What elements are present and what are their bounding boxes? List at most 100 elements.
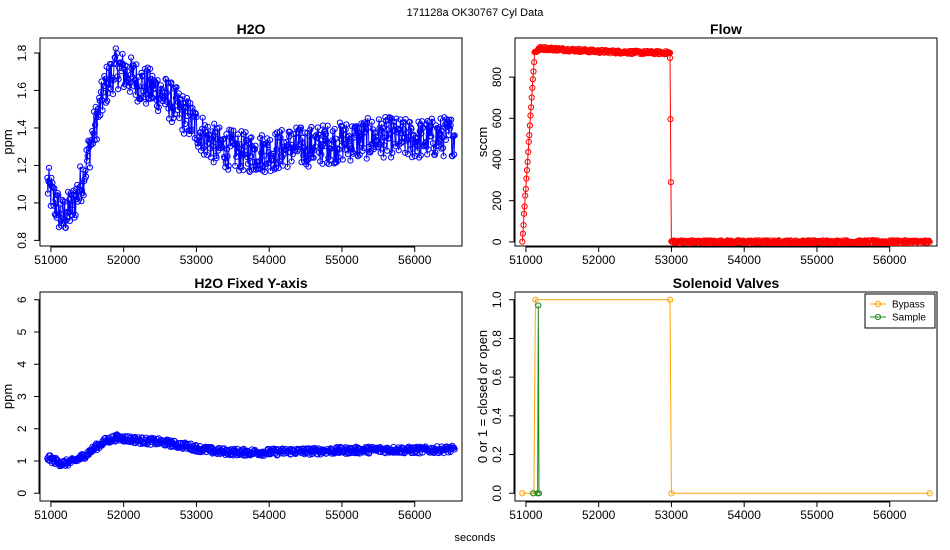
- data-point: [213, 154, 220, 162]
- data-point: [327, 156, 334, 163]
- data-point: [171, 438, 178, 445]
- data-point: [170, 114, 177, 122]
- y-tick-label: 0.0: [490, 485, 504, 502]
- data-point: [413, 138, 420, 145]
- data-point: [204, 123, 211, 130]
- data-point: [346, 135, 353, 142]
- data-point: [384, 147, 391, 154]
- data-point: [135, 83, 142, 90]
- data-point: [418, 118, 426, 125]
- data-point: [926, 490, 933, 497]
- chart-title: Solenoid Valves: [673, 275, 780, 291]
- data-point: [260, 141, 267, 148]
- data-point: [525, 138, 532, 145]
- data-point: [300, 144, 307, 152]
- data-point: [70, 191, 78, 199]
- data-point: [347, 157, 354, 164]
- data-point: [354, 153, 362, 160]
- y-tick-label: 200: [490, 190, 504, 210]
- data-point: [318, 151, 325, 158]
- data-point: [293, 124, 300, 131]
- data-point: [199, 114, 206, 121]
- x-tick-label: 51000: [34, 253, 68, 267]
- data-point: [82, 173, 90, 180]
- data-point: [390, 122, 397, 129]
- chart-title: Flow: [710, 21, 742, 37]
- x-tick-label: 54000: [728, 253, 762, 267]
- data-point: [126, 88, 134, 95]
- data-point: [90, 130, 97, 137]
- x-tick-label: 55000: [800, 253, 834, 267]
- y-tick-label: 4: [15, 361, 29, 368]
- data-point: [328, 145, 335, 152]
- data-point: [526, 132, 533, 139]
- data-point: [433, 142, 440, 149]
- data-point: [297, 124, 304, 131]
- x-tick-label: 52000: [582, 253, 616, 267]
- data-point: [181, 105, 188, 112]
- x-tick-label: 52000: [107, 253, 141, 267]
- data-point: [411, 153, 419, 160]
- data-point: [267, 136, 274, 144]
- data-point: [301, 129, 309, 136]
- data-point: [44, 190, 52, 197]
- data-point: [179, 126, 186, 133]
- data-point: [155, 107, 162, 115]
- y-tick-label: 1: [15, 457, 29, 464]
- x-tick-label: 56000: [398, 508, 432, 522]
- data-point: [99, 107, 106, 114]
- data-point: [230, 127, 237, 134]
- data-point: [247, 152, 254, 159]
- x-tick-label: 52000: [107, 508, 141, 522]
- data-point: [361, 129, 368, 136]
- data-point: [124, 63, 131, 70]
- series-sample: [530, 302, 543, 497]
- data-point: [258, 132, 265, 139]
- data-point: [363, 155, 370, 162]
- x-tick-label: 54000: [253, 253, 287, 267]
- y-tick-label: 600: [490, 108, 504, 128]
- data-point: [189, 105, 196, 112]
- y-axis-label: 0 or 1 = closed or open: [475, 330, 490, 463]
- chart-title: H2O: [237, 21, 266, 37]
- data-point: [69, 202, 76, 209]
- data-point: [383, 121, 390, 128]
- data-point: [299, 134, 306, 141]
- y-tick-label: 2: [15, 425, 29, 432]
- data-point: [434, 139, 441, 146]
- data-point: [666, 54, 674, 62]
- data-point: [519, 230, 527, 237]
- y-tick-label: 800: [490, 67, 504, 87]
- data-point: [171, 111, 178, 118]
- x-tick-label: 55000: [325, 508, 359, 522]
- data-point: [372, 130, 379, 137]
- data-point: [526, 122, 534, 129]
- data-point: [524, 158, 531, 165]
- data-point: [274, 134, 281, 141]
- x-tick-label: 53000: [180, 508, 214, 522]
- data-point: [377, 149, 384, 157]
- data-point: [163, 89, 170, 96]
- legend-swatch-marker: [874, 300, 882, 308]
- data-point: [252, 142, 259, 149]
- data-point: [154, 77, 161, 84]
- plot-frame: [39, 37, 463, 247]
- data-point: [176, 115, 183, 122]
- data-point: [413, 141, 420, 148]
- y-tick-label: 400: [490, 149, 504, 169]
- data-point: [109, 91, 117, 98]
- data-point: [530, 490, 537, 497]
- data-point: [324, 122, 331, 129]
- data-point: [348, 145, 355, 152]
- data-point: [133, 61, 140, 68]
- data-point: [82, 167, 89, 174]
- data-point: [242, 129, 249, 136]
- data-point: [54, 190, 61, 197]
- x-tick-label: 54000: [728, 508, 762, 522]
- data-point: [446, 125, 454, 132]
- y-tick-label: 1.8: [15, 44, 29, 61]
- x-tick-label: 51000: [509, 508, 543, 522]
- legend-entry-sample: Sample: [892, 313, 926, 324]
- data-point: [270, 150, 277, 157]
- y-axis-label: sccm: [475, 127, 490, 157]
